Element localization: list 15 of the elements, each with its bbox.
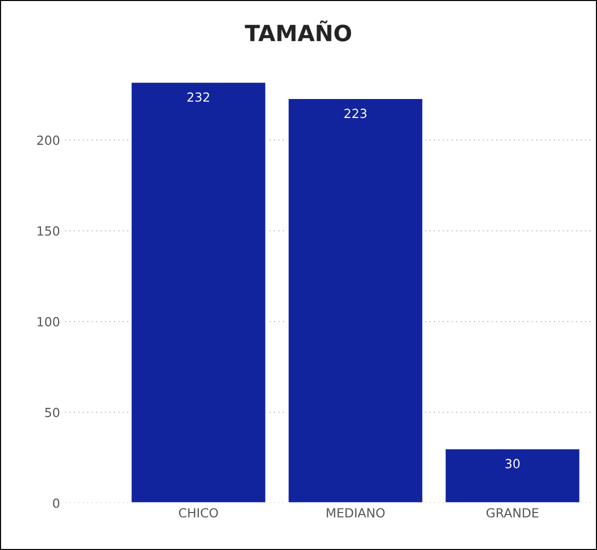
y-tick-label: 200 [37,136,60,145]
y-tick-label: 150 [38,226,60,236]
data-label: 232 [187,92,210,102]
y-tick-label: 50 [45,408,60,418]
bar [130,82,267,503]
x-tick-label: GRANDE [486,508,538,518]
x-tick-label: MEDIANO [326,508,385,518]
bar [287,98,424,503]
bar [444,448,581,503]
data-label: 223 [344,108,366,118]
y-tick-label: 100 [38,317,60,326]
chart-title: TAMAÑO [244,20,352,42]
y-tick-label: 0 [53,498,60,508]
data-label: 30 [505,458,520,468]
x-tick-label: CHICO [178,508,218,518]
